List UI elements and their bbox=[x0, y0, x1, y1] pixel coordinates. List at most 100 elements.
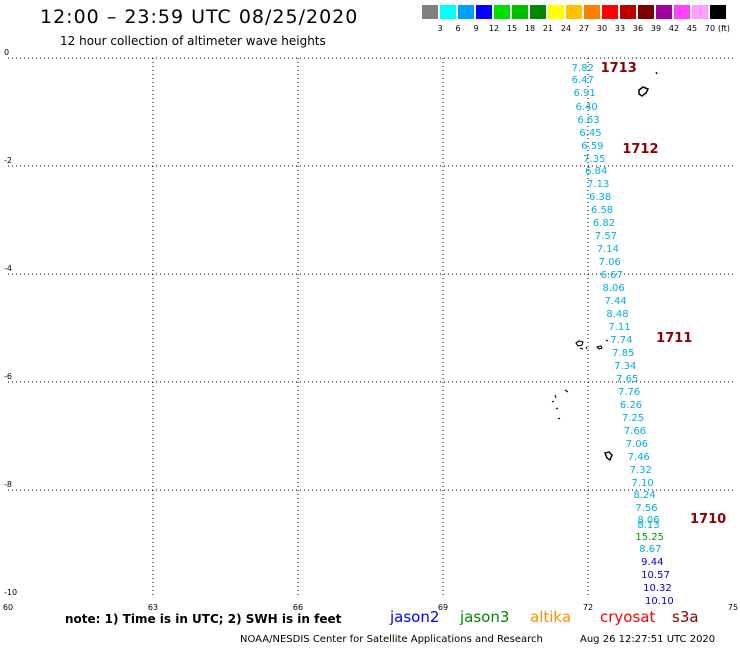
pass-number-label: 1710 bbox=[690, 511, 727, 527]
footer-note: note: 1) Time is in UTC; 2) SWH is in fe… bbox=[65, 612, 342, 626]
wave-height-value: 8.06 bbox=[637, 515, 660, 527]
wave-height-value: 10.32 bbox=[643, 583, 672, 595]
wave-height-value: 8.06 bbox=[602, 283, 625, 295]
wave-height-value: 10.57 bbox=[641, 570, 670, 582]
legend-bin-label: 15 bbox=[506, 24, 518, 33]
wave-height-value: 7.76 bbox=[617, 386, 641, 398]
wave-height-value: 7.44 bbox=[604, 296, 627, 308]
wave-height-value: 6.59 bbox=[581, 140, 604, 152]
wave-height-value: 7.56 bbox=[635, 503, 658, 515]
island-shape bbox=[551, 389, 569, 420]
legend-swatch bbox=[494, 5, 510, 19]
legend-bin-label: 27 bbox=[578, 24, 590, 33]
wave-height-value: 6.91 bbox=[573, 87, 596, 99]
lat-tick-label: -8 bbox=[4, 480, 12, 489]
wave-height-value: 8.67 bbox=[639, 544, 662, 556]
legend-swatch bbox=[584, 5, 600, 19]
wave-height-value: 7.35 bbox=[583, 153, 606, 165]
wave-height-value: 7.85 bbox=[612, 347, 635, 359]
wave-height-value: 7.65 bbox=[616, 373, 639, 385]
wave-height-value: 6.84 bbox=[585, 166, 608, 178]
legend-swatch bbox=[692, 5, 708, 19]
wave-height-value: 6.45 bbox=[579, 127, 602, 139]
legend-bin-label: 39 bbox=[650, 24, 662, 33]
legend-bin-label: 21 bbox=[542, 24, 554, 33]
legend-swatch bbox=[548, 5, 564, 19]
legend-bin-label: 33 bbox=[614, 24, 626, 33]
island-outlines bbox=[551, 71, 658, 462]
satellite-name: cryosat bbox=[600, 608, 656, 626]
legend-swatch bbox=[602, 5, 618, 19]
satellite-name: jason2 bbox=[390, 608, 440, 626]
island-shape bbox=[655, 71, 658, 75]
lon-tick-label: 60 bbox=[2, 603, 14, 612]
lon-tick-label: 69 bbox=[437, 603, 449, 612]
wave-height-value: 10.10 bbox=[645, 595, 674, 607]
lat-tick-label: -6 bbox=[4, 372, 12, 381]
wave-height-value: 6.47 bbox=[571, 74, 594, 86]
wave-height-value: 7.06 bbox=[598, 257, 621, 269]
legend-bin-label: 12 bbox=[488, 24, 500, 33]
wave-height-value: 6.82 bbox=[592, 218, 616, 230]
lon-tick-label: 63 bbox=[147, 603, 159, 612]
wave-height-value: 7.57 bbox=[594, 231, 618, 243]
wave-height-value: 7.06 bbox=[625, 438, 648, 450]
island-shape bbox=[595, 339, 609, 350]
wave-height-value: 7.34 bbox=[614, 360, 637, 372]
legend-bin-label: 45 bbox=[686, 24, 698, 33]
lat-tick-label: -2 bbox=[4, 156, 12, 165]
satellite-name: altika bbox=[530, 608, 572, 626]
satellite-name: s3a bbox=[672, 608, 699, 626]
legend-swatch bbox=[440, 5, 456, 19]
wave-height-value: 6.26 bbox=[619, 399, 643, 411]
wave-height-value: 15.25 bbox=[635, 531, 665, 543]
wave-height-value: 7.11 bbox=[608, 322, 631, 333]
wave-height-value: 7.32 bbox=[629, 464, 652, 476]
pass-number-label: 1713 bbox=[600, 60, 637, 76]
wave-height-value: 6.67 bbox=[600, 270, 623, 282]
graticule bbox=[8, 57, 733, 598]
wave-height-value: 7.25 bbox=[621, 412, 645, 424]
wave-height-value: 6.63 bbox=[577, 114, 600, 126]
lon-tick-label: 66 bbox=[292, 603, 304, 612]
lon-tick-label: 75 bbox=[727, 603, 739, 612]
wave-height-value: 7.13 bbox=[587, 179, 610, 191]
legend-bin-label: 18 bbox=[524, 24, 536, 33]
legend-bin-label: 3 bbox=[437, 24, 443, 33]
generated-timestamp: Aug 26 12:27:51 UTC 2020 bbox=[580, 634, 716, 645]
legend-unit: (ft) bbox=[717, 24, 731, 33]
legend-bin-label: 30 bbox=[596, 24, 608, 33]
map-subtitle: 12 hour collection of altimeter wave hei… bbox=[60, 34, 326, 48]
wave-height-value: 7.82 bbox=[571, 62, 594, 74]
legend-swatch bbox=[422, 5, 438, 19]
wave-height-value: 7.10 bbox=[631, 477, 654, 489]
legend-swatch bbox=[530, 5, 546, 19]
legend-bin-label: 24 bbox=[560, 24, 572, 33]
legend-swatch bbox=[512, 5, 528, 19]
island-shape bbox=[575, 340, 588, 350]
wave-height-value: 6.58 bbox=[590, 205, 614, 217]
lat-tick-label: 0 bbox=[4, 48, 10, 57]
legend-bin-label: 70 bbox=[704, 24, 716, 33]
wave-height-value: 8.24 bbox=[633, 490, 656, 502]
wave-height-value: 6.38 bbox=[588, 192, 612, 204]
island-shape bbox=[638, 86, 650, 97]
legend-bin-label: 36 bbox=[632, 24, 644, 33]
legend-swatch bbox=[638, 5, 654, 19]
lat-tick-label: -4 bbox=[4, 264, 12, 273]
credit-line: NOAA/NESDIS Center for Satellite Applica… bbox=[240, 634, 543, 645]
wave-height-value: 7.46 bbox=[627, 451, 650, 463]
legend-swatch bbox=[458, 5, 474, 19]
satellite-name: jason3 bbox=[460, 608, 510, 626]
legend-swatch bbox=[566, 5, 582, 19]
lon-tick-label: 72 bbox=[582, 603, 594, 612]
legend-bin-label: 9 bbox=[473, 24, 479, 33]
wave-height-value: 9.44 bbox=[641, 557, 664, 569]
legend-bin-label: 6 bbox=[455, 24, 461, 33]
legend-swatch bbox=[710, 5, 726, 19]
wave-height-value: 7.14 bbox=[596, 244, 619, 256]
wave-height-value: 7.74 bbox=[610, 334, 633, 346]
wave-height-value: 8.48 bbox=[606, 309, 629, 321]
wave-height-value: 7.66 bbox=[623, 425, 647, 437]
